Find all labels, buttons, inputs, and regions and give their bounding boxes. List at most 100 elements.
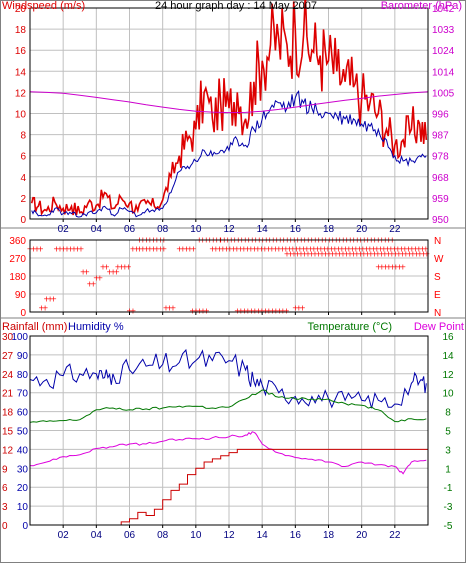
- direction-point: +: [110, 268, 117, 277]
- x-tick-label: 12: [223, 530, 235, 541]
- direction-point: +: [154, 245, 161, 254]
- direction-point: +: [307, 245, 314, 254]
- direction-point: +: [262, 307, 269, 316]
- direction-point: +: [392, 263, 399, 272]
- temperature-tick-label: 5: [445, 427, 451, 438]
- x-tick-label: 22: [389, 530, 401, 541]
- direction-point: +: [370, 245, 377, 254]
- direction-point: +: [30, 245, 37, 254]
- y-tick-label-direction: 90: [15, 290, 27, 301]
- temperature-tick-label: 8: [445, 408, 451, 419]
- direction-point: +: [183, 245, 190, 254]
- humidity-tick-label: 60: [17, 408, 29, 419]
- direction-point: +: [241, 307, 248, 316]
- direction-point: +: [216, 245, 223, 254]
- direction-point: +: [38, 304, 45, 313]
- direction-point: +: [189, 307, 196, 316]
- direction-point: +: [398, 245, 405, 254]
- y2-tick-label-barometer: 1042: [432, 4, 455, 15]
- direction-point: +: [230, 245, 237, 254]
- direction-point: +: [413, 250, 420, 259]
- direction-point: +: [382, 250, 389, 259]
- direction-point: +: [305, 250, 312, 259]
- temperature-tick-label: -3: [444, 502, 453, 513]
- y-tick-label-direction: 180: [9, 272, 26, 283]
- direction-point: +: [220, 245, 227, 254]
- direction-point: +: [290, 245, 297, 254]
- direction-point: +: [90, 280, 97, 289]
- direction-point: +: [416, 245, 423, 254]
- direction-point: +: [406, 250, 413, 259]
- direction-point: +: [234, 245, 241, 254]
- humidity-tick-label: 80: [17, 370, 29, 381]
- y-tick-label-windspeed: 8: [20, 131, 26, 142]
- direction-point: +: [200, 307, 207, 316]
- direction-point: +: [371, 250, 378, 259]
- direction-point: +: [83, 268, 90, 277]
- x-tick-label: 04: [91, 224, 103, 235]
- direction-point: +: [248, 245, 255, 254]
- direction-point: +: [360, 245, 367, 254]
- direction-point: +: [319, 250, 326, 259]
- direction-point: +: [113, 268, 120, 277]
- direction-point: +: [295, 304, 302, 313]
- direction-point: +: [283, 307, 290, 316]
- direction-point: +: [318, 245, 325, 254]
- direction-point: +: [213, 245, 220, 254]
- direction-point: +: [60, 245, 67, 254]
- direction-point: +: [122, 263, 129, 272]
- x-tick-label: 10: [190, 224, 202, 235]
- direction-point: +: [385, 263, 392, 272]
- y-tick-label-windspeed: 20: [15, 4, 27, 15]
- direction-point: +: [140, 245, 147, 254]
- x-tick-label: 20: [356, 530, 368, 541]
- direction-point: +: [396, 250, 403, 259]
- wind-average-line: [31, 89, 427, 218]
- direction-point: +: [291, 250, 298, 259]
- y-tick-label-windspeed: 16: [15, 46, 27, 57]
- direction-point: +: [308, 250, 315, 259]
- direction-point: +: [74, 245, 81, 254]
- direction-point: +: [50, 295, 57, 304]
- direction-point: +: [357, 250, 364, 259]
- direction-point: +: [269, 245, 276, 254]
- direction-point: +: [375, 250, 382, 259]
- direction-point: +: [71, 245, 78, 254]
- windspeed-axis-label: Windspeed (m/s): [2, 0, 85, 12]
- direction-point: +: [163, 304, 170, 313]
- x-tick-label: 12: [223, 224, 235, 235]
- direction-point: +: [292, 304, 299, 313]
- humidity-tick-label: 0: [22, 521, 28, 532]
- temperature-tick-label: -5: [444, 521, 453, 532]
- direction-point: +: [78, 245, 85, 254]
- y-tick-label-direction: 0: [20, 308, 26, 319]
- direction-point: +: [64, 245, 71, 254]
- direction-point: +: [389, 250, 396, 259]
- compass-label: W: [434, 254, 444, 265]
- direction-point: +: [284, 250, 291, 259]
- y2-tick-label-barometer: 950: [432, 215, 449, 226]
- barometer-line: [29, 91, 429, 114]
- direction-point: +: [325, 245, 332, 254]
- direction-point: +: [347, 250, 354, 259]
- direction-point: +: [237, 307, 244, 316]
- direction-point: +: [364, 250, 371, 259]
- direction-point: +: [339, 245, 346, 254]
- chart-title: 24 hour graph day : 14 May 2007: [155, 0, 317, 12]
- y-tick-label-windspeed: 12: [15, 88, 27, 99]
- temperature-tick-label: 12: [442, 370, 454, 381]
- direction-point: +: [304, 245, 311, 254]
- direction-point: +: [384, 245, 391, 254]
- direction-point: +: [299, 304, 306, 313]
- x-tick-label: 14: [257, 530, 269, 541]
- direction-point: +: [363, 245, 370, 254]
- temperature-tick-label: 3: [445, 445, 451, 456]
- direction-point: +: [297, 245, 304, 254]
- direction-point: +: [118, 263, 125, 272]
- x-tick-label: 14: [257, 224, 269, 235]
- direction-point: +: [244, 245, 251, 254]
- direction-point: +: [279, 307, 286, 316]
- x-tick-label: 04: [91, 530, 103, 541]
- direction-point: +: [42, 304, 49, 313]
